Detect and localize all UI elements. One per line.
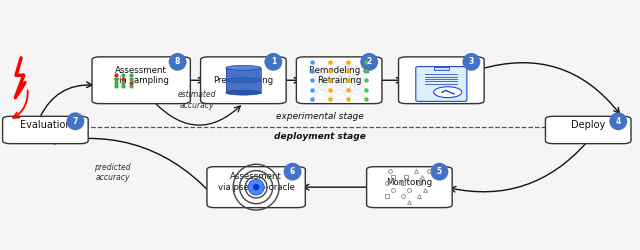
FancyBboxPatch shape (207, 167, 305, 207)
Bar (226, 68, 261, 93)
Text: Monitoring: Monitoring (387, 178, 433, 187)
Bar (226, 68, 261, 93)
FancyBboxPatch shape (399, 57, 484, 104)
Text: Model
verification: Model verification (417, 66, 465, 85)
Ellipse shape (284, 163, 301, 180)
Ellipse shape (360, 53, 378, 71)
FancyBboxPatch shape (3, 116, 88, 144)
Text: 2: 2 (367, 57, 372, 66)
Text: Assessment
via sampling: Assessment via sampling (114, 66, 168, 85)
Ellipse shape (226, 78, 261, 83)
Ellipse shape (248, 179, 264, 195)
Text: Deploy: Deploy (571, 120, 605, 130)
Text: estimated
accuracy: estimated accuracy (177, 90, 216, 110)
Text: predicted
accuracy: predicted accuracy (94, 162, 131, 182)
Ellipse shape (226, 90, 261, 95)
FancyBboxPatch shape (296, 57, 382, 104)
Text: 1: 1 (271, 57, 276, 66)
Text: Evaluation: Evaluation (20, 120, 71, 130)
Text: experimental stage: experimental stage (276, 112, 364, 121)
Text: deployment stage: deployment stage (274, 132, 366, 141)
FancyBboxPatch shape (416, 66, 467, 102)
Ellipse shape (431, 163, 449, 180)
Ellipse shape (67, 112, 84, 130)
Text: 3: 3 (468, 57, 474, 66)
Text: 4: 4 (616, 117, 621, 126)
FancyBboxPatch shape (92, 57, 190, 104)
Text: Remodeling &
Retraining: Remodeling & Retraining (309, 66, 369, 85)
Ellipse shape (169, 53, 186, 71)
Bar (434, 67, 449, 70)
Ellipse shape (264, 53, 282, 71)
Text: 8: 8 (175, 57, 180, 66)
Ellipse shape (253, 184, 259, 190)
Text: 5: 5 (437, 167, 442, 176)
Text: 6: 6 (290, 167, 295, 176)
FancyBboxPatch shape (200, 57, 286, 104)
Text: Data
Preprocessing: Data Preprocessing (213, 66, 273, 85)
Circle shape (434, 87, 462, 98)
Text: 7: 7 (73, 117, 78, 126)
FancyBboxPatch shape (545, 116, 631, 144)
Text: Assessment
via pseudo-oracle: Assessment via pseudo-oracle (218, 172, 294, 192)
Ellipse shape (609, 112, 627, 130)
Ellipse shape (226, 66, 261, 70)
Ellipse shape (463, 53, 480, 71)
FancyBboxPatch shape (367, 167, 452, 207)
